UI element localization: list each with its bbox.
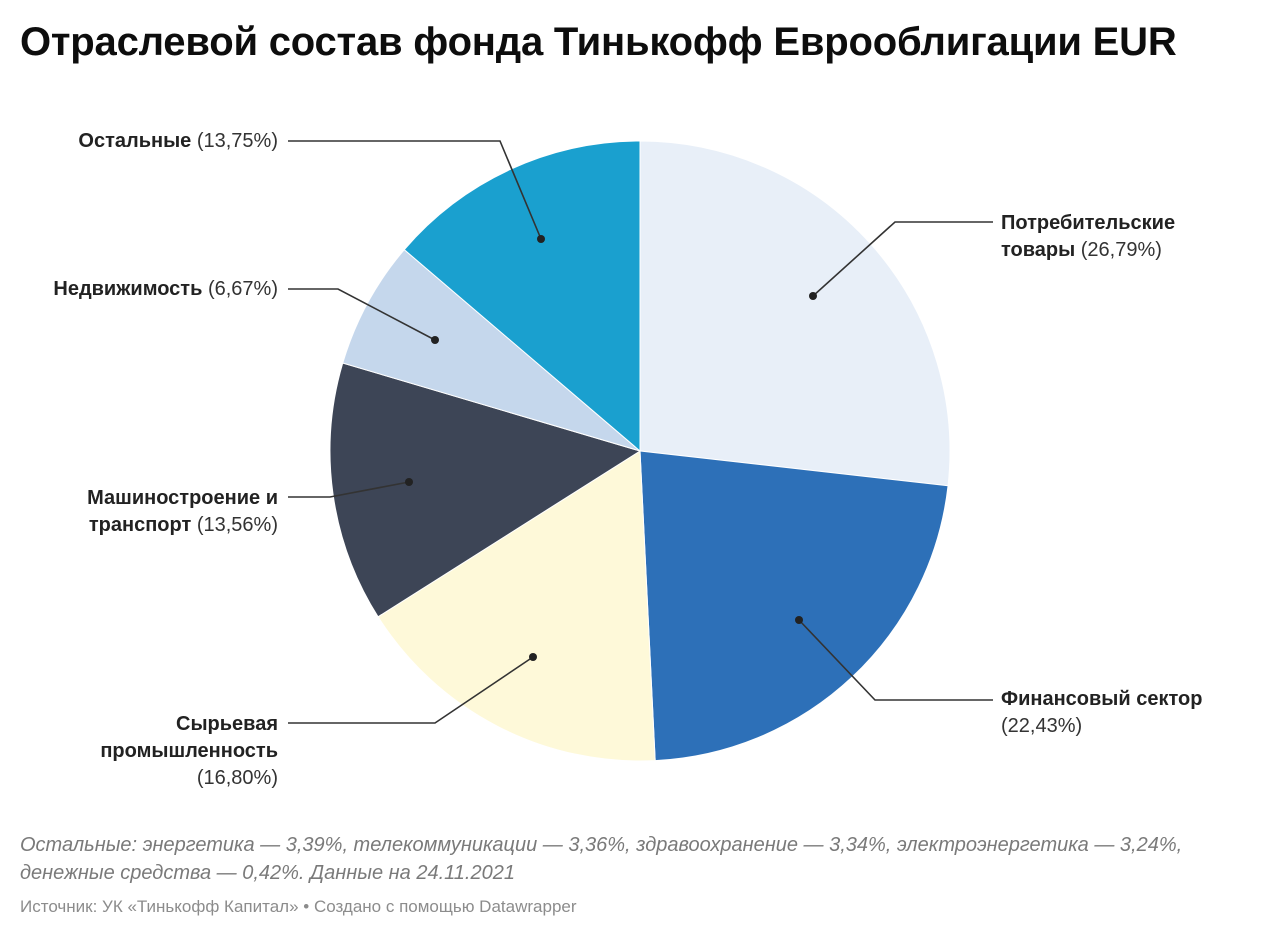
label-raw-materials: Сырьевая промышленность (16,80%) <box>100 711 278 792</box>
label-other-name: Остальные <box>78 130 192 152</box>
pie-slice-machinery <box>329 362 642 618</box>
label-machinery: Машиностроение и транспорт (13,56%) <box>87 485 278 539</box>
leader-dot-machinery <box>405 478 413 486</box>
label-consumer-goods-name-line1: Потребительские <box>1001 212 1176 234</box>
label-raw-materials-name-line2: промышленность <box>100 740 278 762</box>
label-real-estate-name: Недвижимость <box>53 278 203 300</box>
pie-slice-other <box>403 140 641 453</box>
chart-notes: Остальные: энергетика — 3,39%, телекомму… <box>20 834 1183 884</box>
leader-line-raw-materials <box>288 656 534 724</box>
pie-slice-raw-materials <box>377 450 656 762</box>
leader-dot-consumer-goods <box>809 292 817 300</box>
leader-line-other <box>288 140 542 240</box>
pie-slice-consumer-goods <box>639 140 951 487</box>
chart-footer: Источник: УК «Тинькофф Капитал» • Создан… <box>20 897 577 916</box>
label-financial-sector-value: (22,43%) <box>1001 715 1083 737</box>
label-machinery-name-line1: Машиностроение и <box>87 487 278 509</box>
label-raw-materials-name-line1: Сырьевая <box>176 713 278 735</box>
label-raw-materials-value: (16,80%) <box>196 767 278 789</box>
label-consumer-goods-name-line2: товары <box>1001 239 1076 261</box>
label-other-value: (13,75%) <box>196 130 278 152</box>
label-consumer-goods-value: (26,79%) <box>1080 239 1162 261</box>
leader-dot-other <box>537 235 545 243</box>
label-real-estate: Недвижимость (6,67%) <box>53 276 278 303</box>
pie-slice-financial-sector <box>639 450 949 762</box>
label-other: Остальные (13,75%) <box>78 128 278 155</box>
label-consumer-goods: Потребительские товары (26,79%) <box>1001 210 1175 264</box>
label-machinery-value: (13,56%) <box>196 514 278 536</box>
label-financial-sector-name: Финансовый сектор <box>1001 688 1203 710</box>
leader-line-consumer-goods <box>812 221 993 297</box>
label-real-estate-value: (6,67%) <box>207 278 278 300</box>
chart-title: Отраслевой состав фонда Тинькофф Еврообл… <box>20 20 1177 64</box>
pie-slice-real-estate <box>342 248 641 452</box>
label-machinery-name-line2: транспорт <box>88 514 192 536</box>
leader-dot-real-estate <box>431 336 439 344</box>
leader-line-real-estate <box>288 288 436 341</box>
leader-dot-raw-materials <box>529 653 537 661</box>
leader-dot-financial-sector <box>795 616 803 624</box>
leader-line-machinery <box>288 481 410 498</box>
label-financial-sector: Финансовый сектор (22,43%) <box>1001 686 1202 740</box>
leader-line-financial-sector <box>798 619 993 701</box>
